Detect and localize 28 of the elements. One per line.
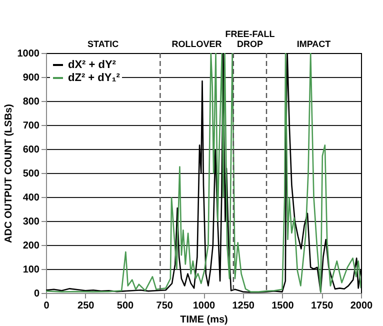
y-tick-label: 600 bbox=[22, 144, 40, 156]
x-axis-title: TIME (ms) bbox=[180, 314, 228, 326]
x-tick-label: 2000 bbox=[350, 300, 374, 312]
y-tick-label: 900 bbox=[22, 72, 40, 84]
x-tick-label: 750 bbox=[156, 300, 174, 312]
legend-label: dZ² + dY₁² bbox=[68, 72, 120, 84]
text: FREE-FALL DROP bbox=[225, 29, 276, 49]
y-tick-label: 300 bbox=[22, 216, 40, 228]
text: IMPACT bbox=[296, 39, 332, 49]
y-tick-label: 0 bbox=[34, 288, 40, 300]
y-tick-label: 700 bbox=[22, 120, 40, 132]
x-tick-label: 1000 bbox=[192, 300, 216, 312]
x-tick-label: 500 bbox=[116, 300, 134, 312]
legend-label: dX² + dY² bbox=[68, 59, 116, 71]
x-tick-label: 1750 bbox=[311, 300, 334, 312]
y-tick-label: 100 bbox=[22, 264, 40, 276]
y-tick-label: 200 bbox=[22, 240, 40, 252]
x-tick-label: 0 bbox=[44, 300, 50, 312]
x-tick-label: 1500 bbox=[272, 300, 294, 312]
text: ROLLOVER bbox=[172, 39, 222, 49]
y-axis-title: ADC OUTPUT COUNT (LSBs) bbox=[3, 104, 14, 243]
y-tick-label: 400 bbox=[22, 192, 40, 204]
y-tick-label: 1000 bbox=[17, 48, 40, 60]
y-tick-label: 800 bbox=[22, 96, 40, 108]
text: STATIC bbox=[88, 39, 120, 49]
y-tick-label: 500 bbox=[22, 168, 40, 180]
x-tick-label: 1250 bbox=[232, 300, 255, 312]
x-tick-label: 250 bbox=[78, 300, 95, 312]
